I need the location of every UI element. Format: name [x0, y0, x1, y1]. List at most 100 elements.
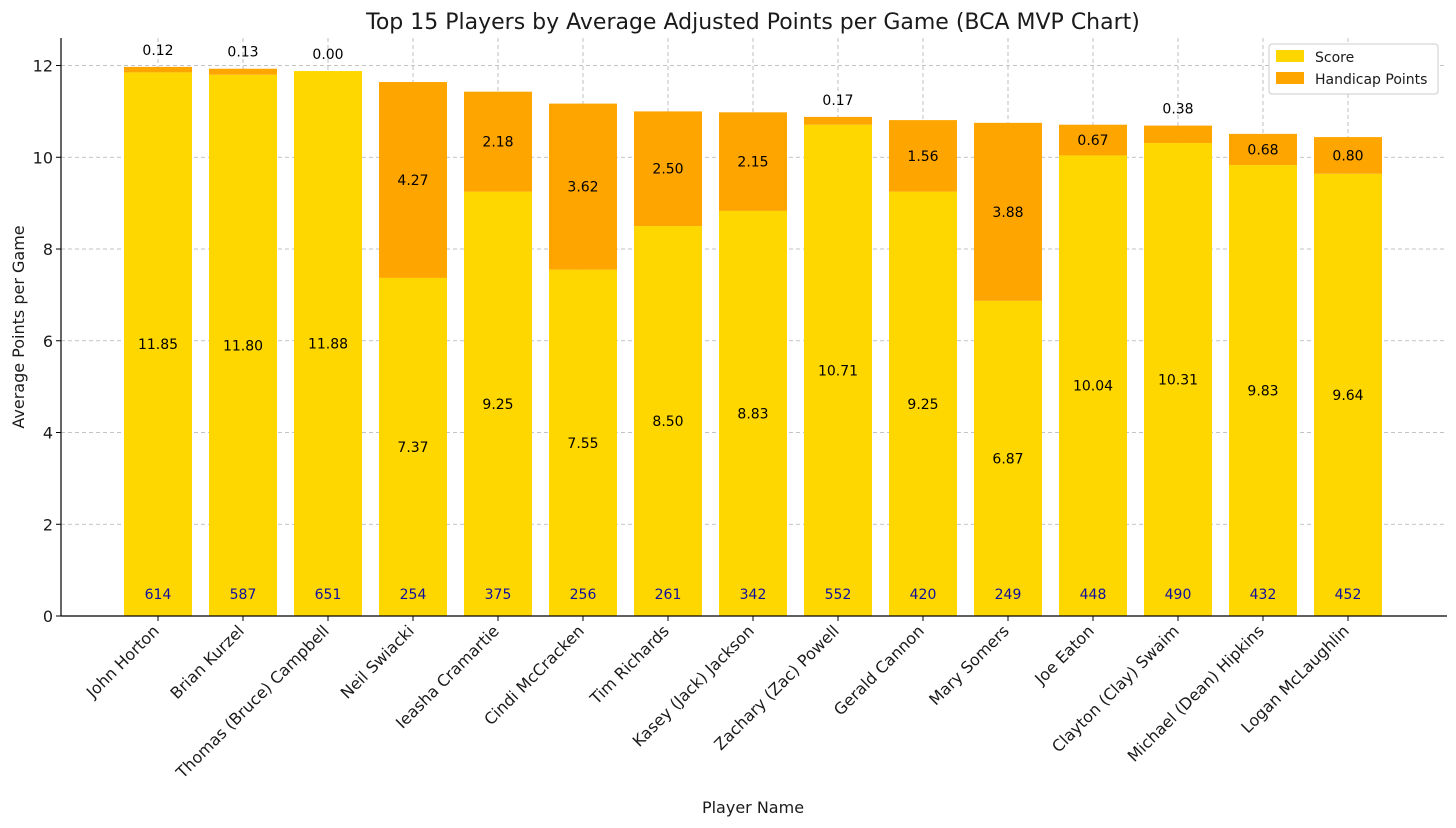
- axes: [60, 38, 1447, 617]
- x-tick-label: Tim Richards: [586, 621, 673, 708]
- handicap-value-label: 0.17: [822, 93, 853, 109]
- legend-swatch-score: [1276, 50, 1304, 62]
- score-value-label: 9.25: [482, 397, 513, 413]
- score-value-label: 11.85: [138, 337, 178, 353]
- bar-handicap: [1144, 125, 1212, 144]
- y-tick-label: 0: [43, 607, 53, 626]
- score-value-label: 11.88: [308, 337, 348, 353]
- handicap-value-label: 0.67: [1077, 133, 1108, 149]
- handicap-value-label: 1.56: [907, 149, 938, 165]
- legend-label-score: Score: [1315, 50, 1354, 66]
- y-tick-label: 4: [43, 424, 53, 443]
- games-played-label: 254: [400, 587, 427, 603]
- handicap-value-label: 0.00: [312, 47, 343, 63]
- bar-handicap: [634, 111, 702, 227]
- bar-handicap: [1229, 133, 1297, 166]
- bar-score: [804, 124, 872, 616]
- bar-score: [1059, 155, 1127, 616]
- y-axis-ticks: 0 2 4 6 8 10 12: [33, 57, 61, 626]
- x-tick-label: Gerald Cannon: [830, 621, 928, 719]
- y-tick-label: 2: [43, 515, 53, 534]
- handicap-value-label: 2.18: [482, 135, 513, 151]
- bar-handicap: [1314, 137, 1382, 174]
- y-tick-label: 10: [33, 148, 53, 167]
- legend: Score Handicap Points: [1268, 43, 1439, 95]
- games-played-label: 432: [1250, 587, 1277, 603]
- x-tick-label: Thomas (Bruce) Campbell: [172, 621, 333, 782]
- games-played-label: 614: [145, 587, 172, 603]
- bar-score: [889, 191, 957, 616]
- data-labels: 11.85 0.12 614 11.80 0.13 587 11.88 0.00 651 7.37…: [138, 43, 1364, 603]
- score-value-label: 9.25: [907, 397, 938, 413]
- bar-score: [464, 191, 532, 616]
- handicap-value-label: 2.15: [737, 155, 768, 171]
- games-played-label: 452: [1335, 587, 1362, 603]
- y-tick-label: 6: [43, 332, 53, 351]
- bars: [124, 66, 1382, 617]
- games-played-label: 375: [485, 587, 512, 603]
- x-axis-label: Player Name: [702, 798, 804, 817]
- games-played-label: 587: [230, 587, 257, 603]
- handicap-value-label: 0.38: [1162, 102, 1193, 118]
- handicap-value-label: 2.50: [652, 162, 683, 178]
- bar-score: [719, 210, 787, 616]
- x-tick-label: Neil Swiacki: [337, 621, 418, 702]
- games-played-label: 448: [1080, 587, 1107, 603]
- bar-score: [124, 72, 192, 616]
- bar-handicap: [549, 103, 617, 270]
- bar-handicap: [974, 122, 1042, 301]
- handicap-value-label: 4.27: [397, 173, 428, 189]
- score-value-label: 7.37: [397, 440, 428, 456]
- bar-handicap: [1059, 124, 1127, 156]
- games-played-label: 342: [740, 587, 767, 603]
- score-value-label: 9.64: [1332, 388, 1363, 404]
- y-axis-label: Average Points per Game: [9, 225, 28, 428]
- score-value-label: 7.55: [567, 436, 598, 452]
- score-value-label: 6.87: [992, 451, 1023, 467]
- legend-swatch-handicap: [1276, 72, 1304, 84]
- games-played-label: 490: [1165, 587, 1192, 603]
- games-played-label: 261: [655, 587, 682, 603]
- games-played-label: 420: [910, 587, 937, 603]
- legend-label-handicap: Handicap Points: [1315, 72, 1427, 88]
- bar-score: [1314, 173, 1382, 617]
- score-value-label: 10.71: [818, 363, 858, 379]
- bar-score: [379, 277, 447, 616]
- bar-score: [209, 74, 277, 616]
- bar-score: [294, 71, 362, 617]
- score-value-label: 8.50: [652, 414, 683, 430]
- y-tick-label: 8: [43, 240, 53, 259]
- x-tick-label: Brian Kurzel: [166, 621, 247, 702]
- games-played-label: 651: [315, 587, 342, 603]
- bar-score: [549, 269, 617, 616]
- bar-score: [634, 226, 702, 617]
- bar-score: [1144, 143, 1212, 617]
- score-value-label: 10.04: [1073, 379, 1113, 395]
- handicap-value-label: 0.80: [1332, 148, 1363, 164]
- legend-box: [1268, 43, 1439, 95]
- handicap-value-label: 0.13: [227, 45, 258, 61]
- bar-handicap: [209, 68, 277, 75]
- x-tick-label: Joe Eaton: [1030, 621, 1098, 689]
- games-played-label: 552: [825, 587, 852, 603]
- bar-score: [1229, 165, 1297, 617]
- bar-score: [974, 300, 1042, 616]
- bar-handicap: [804, 116, 872, 125]
- games-played-label: 249: [995, 587, 1022, 603]
- bar-handicap: [124, 66, 192, 73]
- handicap-value-label: 3.62: [567, 180, 598, 196]
- handicap-value-label: 0.68: [1247, 142, 1278, 158]
- score-value-label: 11.80: [223, 338, 263, 354]
- handicap-value-label: 0.12: [142, 43, 173, 59]
- bar-handicap: [379, 82, 447, 278]
- handicap-value-label: 3.88: [992, 205, 1023, 221]
- games-played-label: 256: [570, 587, 597, 603]
- chart-title: Top 15 Players by Average Adjusted Point…: [365, 10, 1140, 35]
- score-value-label: 8.83: [737, 406, 768, 422]
- x-tick-label: John Horton: [82, 621, 163, 702]
- bar-handicap: [464, 91, 532, 192]
- x-tick-label: Michael (Dean) Hipkins: [1124, 621, 1268, 765]
- bar-handicap: [719, 112, 787, 211]
